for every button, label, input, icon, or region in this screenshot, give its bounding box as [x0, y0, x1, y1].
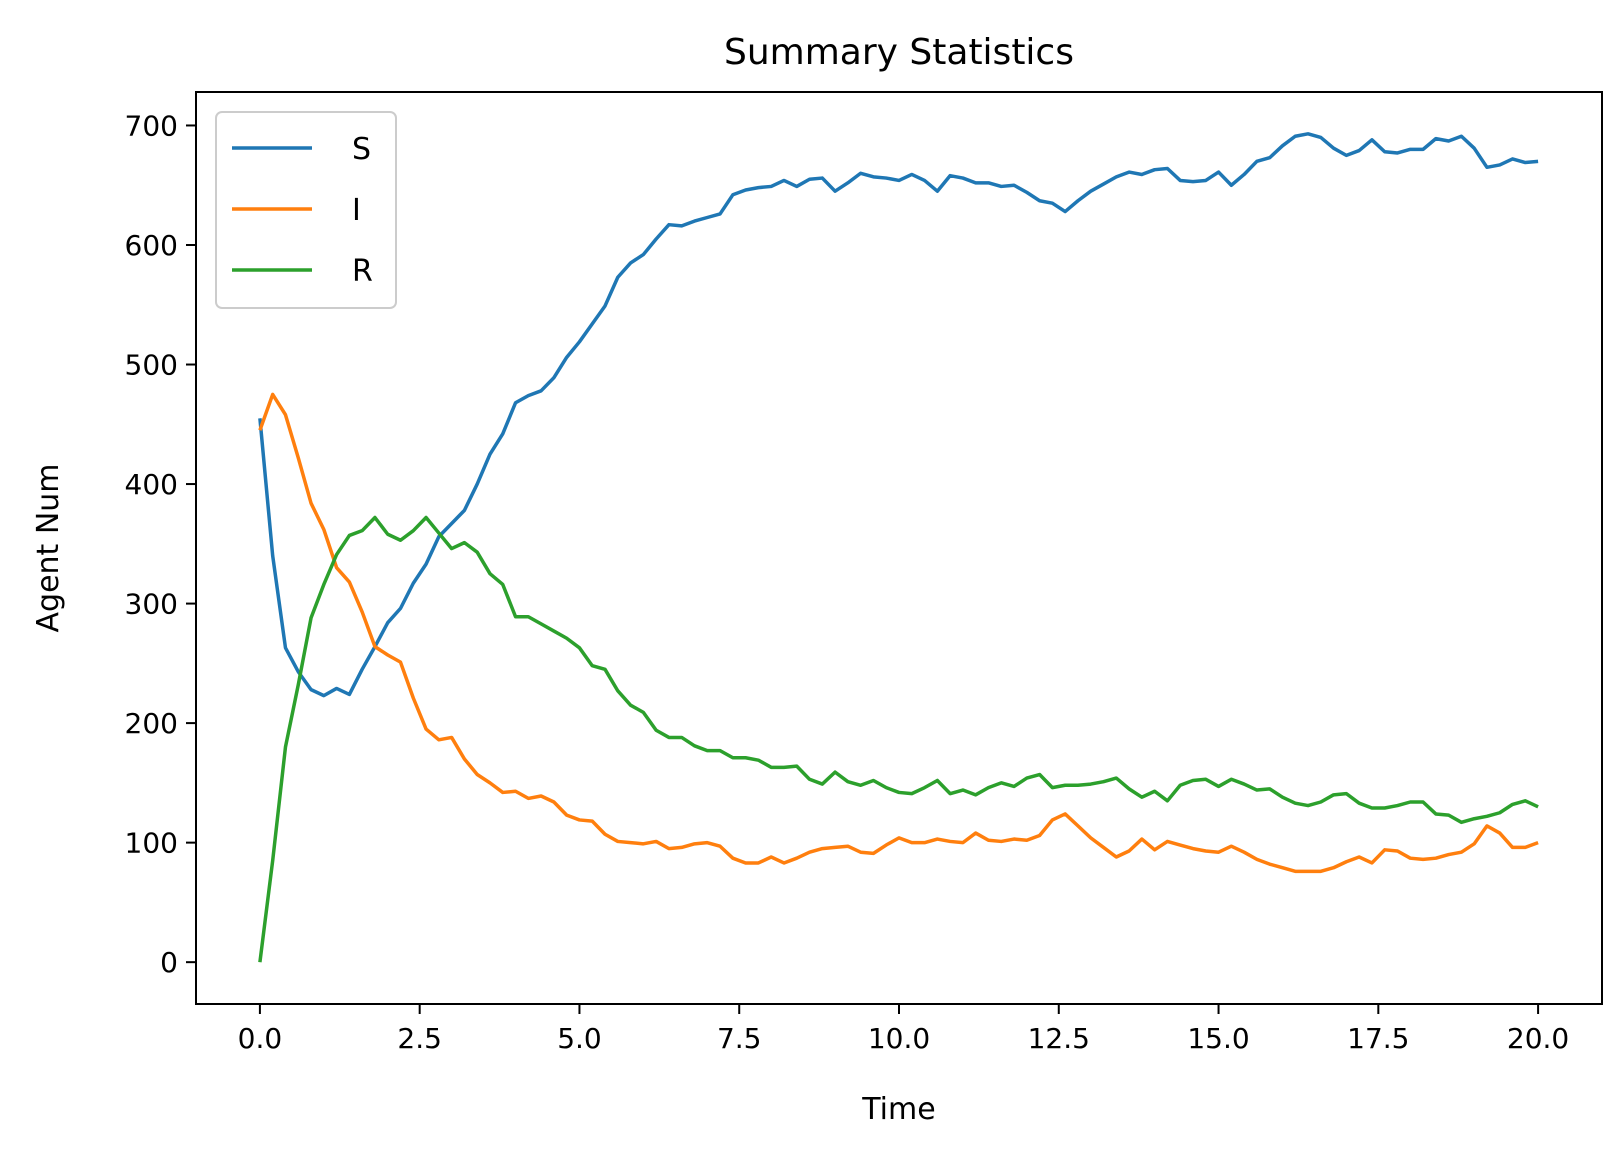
y-tick-label: 200	[125, 707, 178, 740]
y-axis-label: Agent Num	[31, 463, 66, 632]
series-line-r	[258, 515, 1539, 963]
y-tick-label: 700	[125, 109, 178, 142]
y-tick-label: 0	[160, 946, 178, 979]
x-tick-label: 7.5	[717, 1022, 762, 1055]
legend-label-s: S	[352, 132, 371, 167]
y-axis-ticks: 0 100 200 300 400 500 600 700	[125, 109, 196, 979]
y-tick-label: 600	[125, 229, 178, 262]
legend-label-i: I	[352, 193, 361, 228]
x-tick-label: 20.0	[1507, 1022, 1569, 1055]
plot-lines	[258, 132, 1539, 963]
y-tick-label: 100	[125, 827, 178, 860]
x-axis-ticks: 0.0 2.5 5.0 7.5 10.0 12.5 15.0 17.5 20.0	[238, 1004, 1569, 1055]
x-tick-label: 12.5	[1028, 1022, 1090, 1055]
x-axis-label: Time	[861, 1092, 935, 1127]
x-tick-label: 0.0	[238, 1022, 283, 1055]
legend-label-r: R	[352, 254, 373, 289]
legend: SIR	[215, 111, 397, 309]
chart-title: Summary Statistics	[724, 32, 1074, 73]
x-tick-label: 5.0	[557, 1022, 602, 1055]
x-tick-label: 17.5	[1347, 1022, 1409, 1055]
x-tick-label: 10.0	[868, 1022, 930, 1055]
x-tick-label: 2.5	[397, 1022, 442, 1055]
x-tick-label: 15.0	[1187, 1022, 1249, 1055]
y-tick-label: 300	[125, 588, 178, 621]
series-line-i	[258, 392, 1539, 874]
series-line-s	[258, 132, 1539, 698]
y-tick-label: 400	[125, 468, 178, 501]
y-tick-label: 500	[125, 349, 178, 382]
